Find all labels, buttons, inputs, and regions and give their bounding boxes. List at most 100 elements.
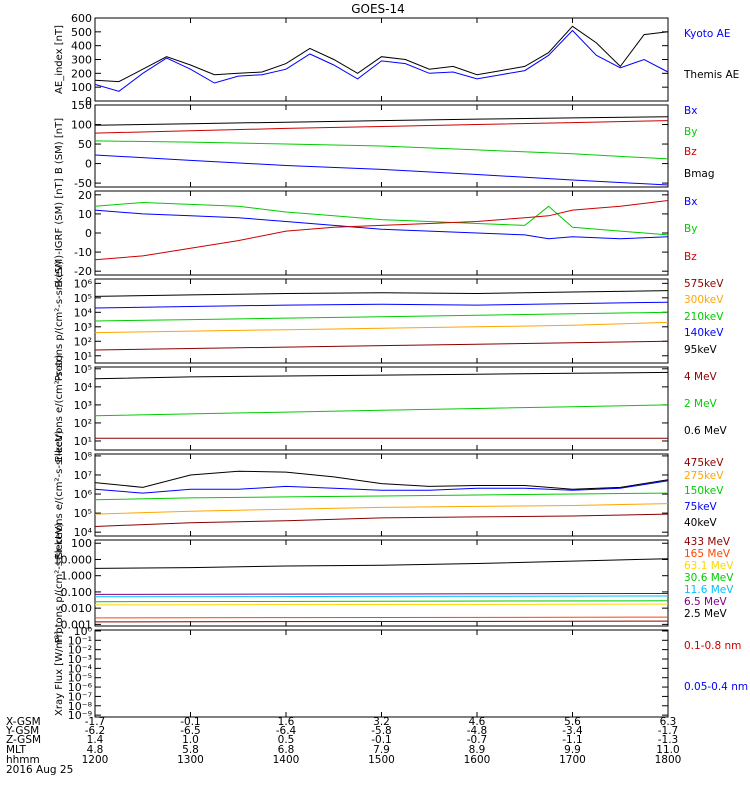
y-tick-label: 10⁻⁵ [68, 672, 92, 685]
y-tick-label: 10⁻² [68, 644, 92, 657]
series-line [94, 593, 669, 595]
series-line [94, 595, 669, 598]
legend-label: 40keV [684, 517, 718, 529]
y-tick-label: 50 [78, 138, 92, 151]
y-tick-label: 10⁸ [74, 450, 93, 463]
y-axis-label: B (SM) [nT] [54, 118, 65, 174]
legend-label: 63.1 MeV [684, 560, 734, 572]
x-row-value: -1.7 [85, 716, 106, 728]
y-tick-label: 0.100 [61, 586, 93, 599]
y-tick-label: 10¹ [74, 435, 92, 448]
y-tick-label: 1.000 [61, 570, 93, 583]
legend-label: 2 MeV [684, 398, 718, 410]
x-row-value: 1.6 [278, 716, 295, 728]
y-tick-label: 0.010 [61, 602, 93, 615]
legend-label: 30.6 MeV [684, 572, 734, 584]
series-line [94, 558, 669, 569]
panel-5: 10⁵ 10⁴ 10³ 10² 10¹ Electrons e/(cm²-s-sr) 4 M… [54, 355, 728, 463]
legend-label: 4 MeV [684, 371, 718, 383]
legend-label: Kyoto AE [684, 28, 730, 40]
panel-frame [94, 629, 669, 718]
x-row-value: -1.1 [562, 734, 583, 746]
legend-label: Bz [684, 146, 697, 158]
series-line [94, 492, 669, 501]
series-line [94, 120, 669, 134]
y-tick-label: -10 [74, 246, 92, 259]
y-tick-label: 10⁴ [74, 526, 93, 539]
series-line [94, 301, 669, 309]
x-row-value: -1.7 [658, 725, 679, 737]
series-line [94, 503, 669, 515]
legend-label: 2.5 MeV [684, 608, 728, 620]
x-row-value: 7.9 [373, 744, 390, 756]
x-row-value: -6.2 [85, 725, 106, 737]
x-row-label: MLT [6, 744, 26, 756]
series-line [94, 116, 669, 126]
series-line [94, 616, 669, 619]
series-line [94, 470, 669, 490]
y-tick-label: 0 [85, 95, 92, 108]
series-line [94, 290, 669, 297]
y-tick-label: 10⁻⁶ [68, 681, 93, 694]
panel-2: 150 100 50 0 -50 B (SM) [nT] Bx By Bz Bmag [54, 99, 715, 190]
x-row-value: 1300 [177, 754, 204, 766]
x-row-value: -0.1 [371, 734, 392, 746]
series-line [94, 201, 669, 236]
y-tick-label: 0 [85, 227, 92, 240]
panel-frame [94, 17, 669, 102]
legend-label: 0.6 MeV [684, 425, 728, 437]
x-row-value: 6.3 [660, 716, 677, 728]
series-line [94, 140, 669, 160]
x-row-label: Y-GSM [5, 725, 39, 737]
y-tick-label: 600 [71, 12, 92, 25]
legend-label: 140keV [684, 327, 724, 339]
x-row-value: 8.9 [469, 744, 486, 756]
legend-label: 433 MeV [684, 536, 731, 548]
series-line [94, 603, 669, 606]
x-row-value: 11.0 [656, 744, 679, 756]
legend-label: 210keV [684, 311, 724, 323]
legend-label: Bx [684, 105, 697, 117]
x-row-value: 1.0 [182, 734, 199, 746]
y-tick-label: 100 [71, 81, 92, 94]
legend-label: 11.6 MeV [684, 584, 734, 596]
panel-frame [94, 539, 669, 627]
y-tick-label: 10 [78, 208, 92, 221]
x-row-value: -5.8 [371, 725, 392, 737]
y-axis-label: Electrons e/(cm²-s-sr-keV) [54, 430, 65, 559]
legend-label: 0.05-0.4 nm [684, 681, 748, 693]
legend-label: 0.1-0.8 nm [684, 640, 741, 652]
series-line [94, 29, 669, 92]
y-tick-label: 10⁵ [74, 363, 92, 376]
y-tick-label: 150 [71, 99, 92, 112]
y-tick-label: 10⁻⁷ [68, 690, 92, 703]
y-axis-label: B (SM)-IGRF (SM) [nT] [54, 178, 65, 287]
y-axis-label: Protons p/(cm²-s-sr-keV) [54, 523, 65, 644]
y-tick-label: 10⁶ [74, 277, 93, 290]
series-line [94, 209, 669, 240]
date-label: 2016 Aug 25 [6, 764, 73, 776]
x-row-value: 1700 [559, 754, 586, 766]
legend-label: 6.5 MeV [684, 596, 728, 608]
y-tick-label: 10² [74, 417, 92, 430]
y-tick-label: 10³ [74, 321, 92, 334]
legend-label: Bmag [684, 168, 715, 180]
series-line [94, 200, 669, 261]
y-axis-label: AE_index [nT] [54, 25, 65, 94]
y-tick-label: 10⁻⁹ [68, 709, 92, 722]
y-tick-label: -50 [74, 177, 92, 190]
legend-label: 75keV [684, 501, 718, 513]
x-row-value: 0.5 [278, 734, 295, 746]
x-row-value: 1400 [273, 754, 300, 766]
y-tick-label: 10⁵ [74, 292, 92, 305]
x-row-label: Z-GSM [6, 734, 41, 746]
y-tick-label: 10⁷ [74, 469, 92, 482]
x-row-value: 1800 [655, 754, 682, 766]
y-tick-label: 10⁻³ [68, 653, 92, 666]
y-tick-label: 400 [71, 40, 92, 53]
y-tick-label: 100 [71, 537, 92, 550]
y-tick-label: 10⁻⁸ [68, 700, 93, 713]
